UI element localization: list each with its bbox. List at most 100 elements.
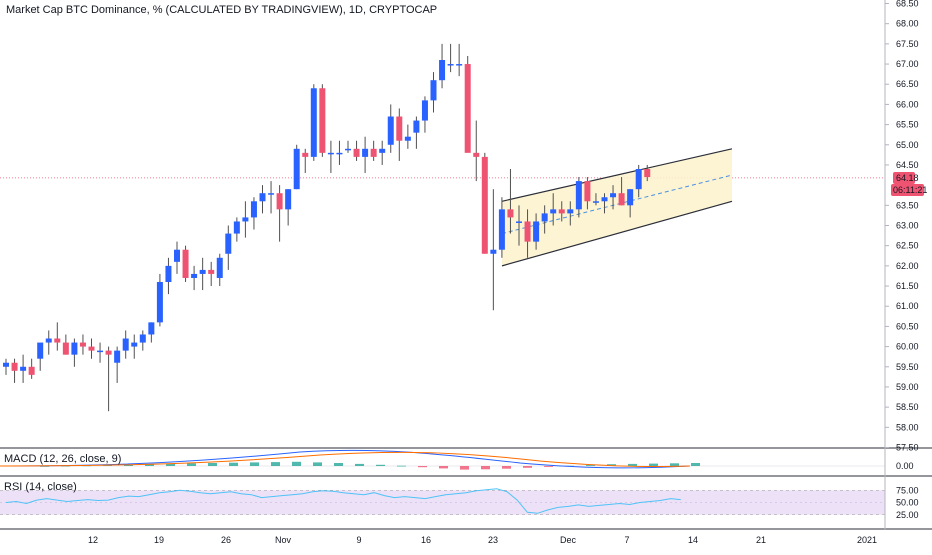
- time-tick-label: 9: [356, 535, 361, 545]
- rsi-tick-label: 25.00: [896, 510, 919, 520]
- price-tick-label: 66.50: [896, 79, 919, 89]
- candle-body: [293, 148, 300, 190]
- channel-upper-line: [501, 148, 733, 202]
- macd-histogram-bar: [397, 465, 406, 467]
- rsi-line: [5, 488, 681, 514]
- price-tick-label: 60.00: [896, 342, 919, 352]
- candle-body: [627, 189, 634, 206]
- candle-body: [54, 338, 61, 343]
- macd-histogram-bar: [481, 466, 490, 470]
- channel-fill: [502, 148, 732, 266]
- price-tick-label: 63.50: [896, 200, 919, 210]
- macd-signal-line: [0, 451, 691, 467]
- current-price-tag: 64.18: [893, 172, 919, 184]
- candle-body: [131, 342, 138, 347]
- macd-histogram-bar: [334, 463, 343, 466]
- candle-body: [250, 201, 257, 218]
- macd-histogram-bar: [544, 466, 553, 467]
- candle-body: [490, 249, 497, 254]
- price-tick-label: 68.00: [896, 19, 919, 29]
- candle-body: [584, 181, 591, 202]
- candle-body: [473, 152, 480, 157]
- candle-body: [396, 116, 403, 141]
- candle-body: [610, 193, 617, 198]
- candle-body: [533, 221, 540, 242]
- macd-histogram-bar: [439, 466, 448, 469]
- chart-title: Market Cap BTC Dominance, % (CALCULATED …: [6, 4, 437, 16]
- macd-histogram-bar: [649, 463, 658, 466]
- price-tick-label: 60.50: [896, 321, 919, 331]
- candle-body: [97, 350, 104, 353]
- candle-body: [233, 221, 240, 234]
- macd-histogram-bar: [187, 463, 196, 466]
- candle-body: [345, 148, 351, 151]
- candle-body: [481, 156, 488, 254]
- candle-body: [413, 120, 420, 133]
- macd-histogram-bar: [460, 466, 469, 470]
- candle-body: [199, 269, 206, 274]
- candle-body: [139, 334, 146, 343]
- macd-histogram-bar: [208, 463, 217, 466]
- time-tick-label: Nov: [275, 535, 292, 545]
- candle-body: [174, 249, 180, 262]
- candle-body: [404, 136, 411, 141]
- candle-body: [37, 342, 44, 359]
- candle-body: [310, 88, 317, 157]
- candle-body: [567, 209, 574, 214]
- time-tick-label: 16: [421, 535, 431, 545]
- candle-body: [28, 366, 35, 375]
- candle-body: [45, 338, 52, 343]
- macd-histogram-bar: [313, 462, 322, 466]
- candle-body: [507, 209, 514, 218]
- rsi-label: RSI (14, close): [4, 481, 77, 493]
- candle-body: [464, 64, 471, 153]
- candle-body: [105, 350, 112, 355]
- macd-histogram-bar: [271, 462, 280, 466]
- channel-lower-line: [501, 200, 733, 267]
- candle-body: [259, 193, 266, 202]
- rsi-band: [0, 490, 885, 515]
- candle-body: [644, 168, 651, 178]
- macd-histogram-bar: [145, 464, 154, 466]
- price-tick-label: 59.50: [896, 362, 919, 372]
- candle-body: [524, 221, 531, 242]
- rsi-tick-label: 75.00: [896, 485, 919, 495]
- rsi-pane: 75.00 50.00 25.00: [0, 485, 919, 520]
- candle-body: [353, 148, 360, 157]
- price-tick-label: 58.50: [896, 402, 919, 412]
- macd-histogram-bar: [376, 464, 385, 466]
- candle-body: [447, 64, 454, 66]
- current-price-label: 64.18: [896, 173, 919, 183]
- time-tick-label: Dec: [560, 535, 577, 545]
- candle-body: [516, 221, 522, 223]
- macd-histogram-bar: [40, 466, 49, 467]
- price-tick-label: 61.00: [896, 301, 919, 311]
- candle-body: [182, 249, 189, 278]
- time-tick-label: 12: [88, 535, 98, 545]
- macd-histogram-bar: [292, 461, 301, 466]
- candle-body: [575, 181, 582, 210]
- price-tick-label: 58.00: [896, 422, 919, 432]
- macd-label: MACD (12, 26, close, 9): [4, 453, 121, 465]
- candle-body: [165, 265, 172, 283]
- price-tick-label: 57.50: [896, 443, 919, 453]
- candle-body: [498, 209, 505, 250]
- time-tick-label: 26: [221, 535, 231, 545]
- price-tick-label: 66.00: [896, 99, 919, 109]
- candle-body: [302, 152, 309, 157]
- price-tick-label: 62.50: [896, 241, 919, 251]
- time-tick-label: 21: [756, 535, 766, 545]
- candle-body: [336, 152, 343, 155]
- candle-body: [20, 366, 27, 371]
- price-tick-label: 65.50: [896, 120, 919, 130]
- macd-pane: 0.00: [0, 449, 914, 471]
- time-tick-label: 19: [154, 535, 164, 545]
- price-tick-label: 67.50: [896, 39, 919, 49]
- macd-histogram-bar: [691, 463, 700, 466]
- candle-body: [601, 197, 608, 202]
- candle-body: [276, 193, 283, 210]
- candle-body: [79, 342, 86, 347]
- pane-separators: [0, 447, 932, 530]
- macd-histogram-bar: [670, 463, 679, 466]
